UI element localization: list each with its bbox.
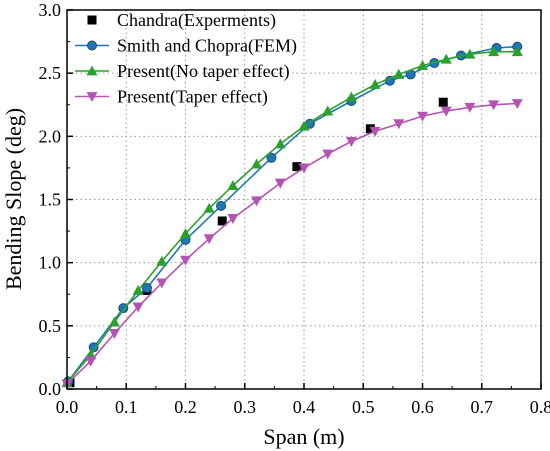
- data-point: [251, 196, 263, 207]
- data-point: [180, 255, 191, 266]
- data-point: [440, 53, 452, 64]
- data-point: [132, 302, 144, 313]
- data-point: [298, 163, 310, 174]
- x-tick-label: 0.3: [234, 397, 257, 417]
- data-point: [298, 120, 310, 131]
- y-tick-label: 1.0: [39, 253, 62, 273]
- series-0: [65, 97, 448, 388]
- legend: Chandra(Experments) Smith and Chopra(FEM)…: [75, 10, 297, 108]
- data-point: [203, 234, 215, 245]
- legend-label: Present(Taper effect): [117, 87, 268, 108]
- data-point: [393, 119, 405, 130]
- data-point: [511, 99, 523, 109]
- legend-entry: Smith and Chopra(FEM): [75, 36, 297, 57]
- legend-entry: Chandra(Experments): [87, 10, 276, 31]
- data-point: [217, 216, 227, 226]
- y-tick-label: 3.0: [39, 0, 62, 20]
- legend-entry: Present(No taper effect): [75, 61, 290, 82]
- data-point: [322, 105, 334, 116]
- data-point: [156, 255, 168, 266]
- legend-label: Smith and Chopra(FEM): [117, 36, 297, 57]
- series-3: [61, 99, 523, 390]
- legend-marker: [87, 40, 97, 51]
- data-point: [108, 316, 120, 327]
- data-point: [464, 102, 476, 113]
- data-point: [274, 138, 286, 149]
- data-point: [417, 60, 428, 70]
- y-axis-title: Bending Slope (deg): [1, 108, 26, 290]
- data-point: [141, 282, 152, 293]
- data-point: [216, 200, 227, 211]
- data-point: [511, 46, 523, 57]
- data-point: [369, 79, 381, 89]
- data-point: [438, 97, 448, 107]
- data-point: [251, 158, 263, 169]
- grid-lines: [67, 10, 541, 389]
- legend-marker: [86, 65, 98, 76]
- data-point: [322, 149, 334, 160]
- series-line: [66, 50, 518, 384]
- legend-label: Chandra(Experments): [117, 10, 276, 31]
- data-point: [292, 162, 302, 172]
- data-point: [345, 91, 357, 102]
- data-point: [274, 178, 286, 189]
- legend-label: Present(No taper effect): [117, 61, 290, 82]
- axis-ticks: 0.0 0.1 0.2 0.3 0.4 0.5 0.6 0.7 0.8 0.0 0.5 1.0 1.5 2…: [39, 0, 550, 417]
- data-point: [417, 111, 428, 122]
- series-line: [66, 102, 518, 385]
- data-point: [180, 228, 191, 239]
- x-tick-label: 0.8: [530, 397, 550, 417]
- data-point: [132, 284, 144, 295]
- y-tick-label: 2.5: [39, 63, 62, 83]
- y-tick-label: 2.0: [39, 126, 62, 146]
- legend-entry: Present(Taper effect): [75, 87, 268, 108]
- data-point: [345, 136, 357, 147]
- data-point: [365, 124, 375, 134]
- data-point: [108, 329, 120, 339]
- data-point: [488, 46, 500, 57]
- data-point: [85, 356, 97, 367]
- data-point: [203, 202, 215, 213]
- x-axis-title: Span (m): [263, 424, 344, 449]
- x-tick-label: 0.4: [293, 397, 316, 417]
- data-point: [488, 100, 500, 111]
- legend-marker: [87, 15, 97, 25]
- x-tick-label: 0.7: [471, 397, 494, 417]
- data-point: [156, 278, 168, 289]
- data-point: [227, 214, 239, 224]
- data-point: [464, 48, 476, 59]
- y-tick-label: 1.5: [39, 190, 62, 210]
- legend-marker: [86, 92, 98, 102]
- data-point: [227, 180, 239, 191]
- y-tick-label: 0.5: [39, 316, 62, 336]
- x-tick-label: 0.5: [352, 397, 375, 417]
- x-tick-label: 0.2: [174, 397, 197, 417]
- x-tick-label: 0.6: [411, 397, 434, 417]
- data-point: [393, 68, 405, 79]
- plot-series: [61, 41, 523, 390]
- y-tick-label: 0.0: [39, 379, 62, 399]
- data-point: [266, 152, 277, 163]
- data-point: [440, 106, 452, 117]
- data-point: [369, 126, 381, 137]
- x-tick-label: 0.1: [115, 397, 138, 417]
- x-tick-label: 0.0: [56, 397, 79, 417]
